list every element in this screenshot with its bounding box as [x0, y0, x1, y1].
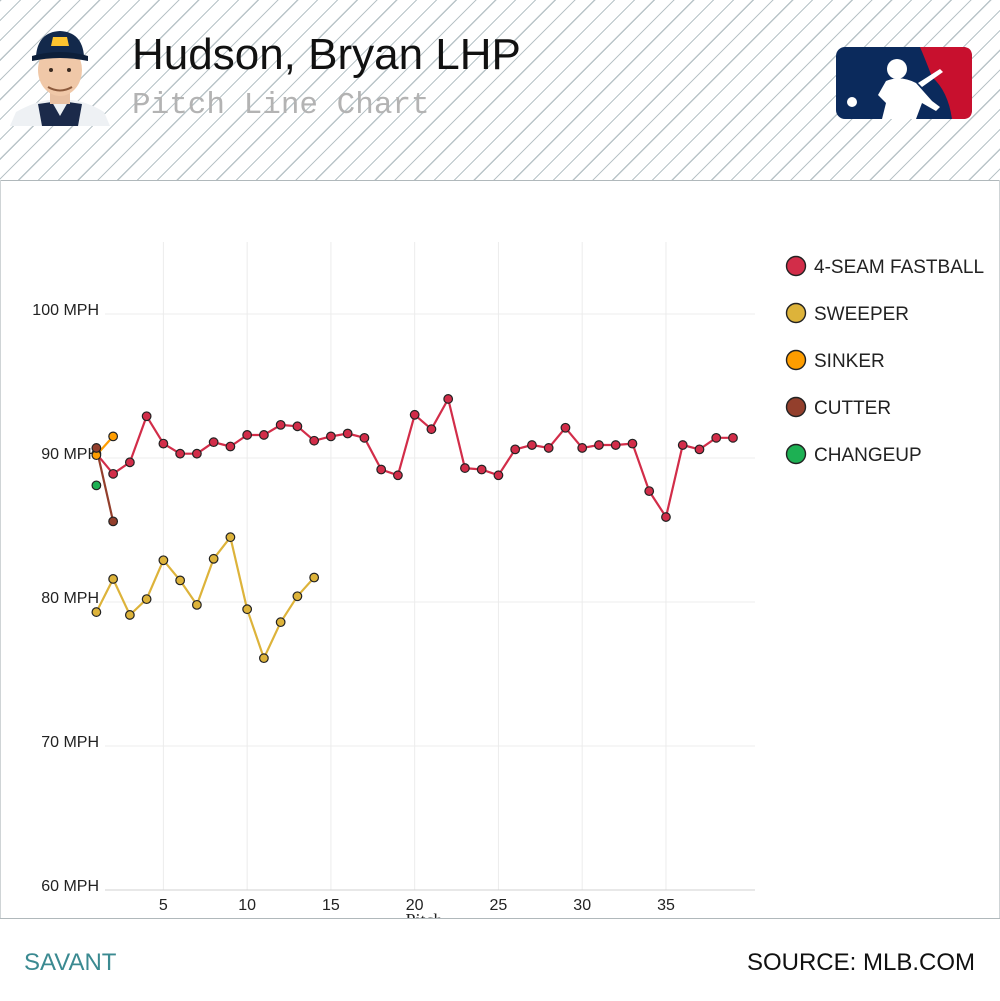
- data-point-4-seam-fastball: [594, 440, 604, 450]
- data-point-sweeper: [275, 617, 286, 628]
- x-tick-label: 5: [159, 897, 168, 914]
- data-point-4-seam-fastball: [493, 470, 504, 481]
- grid-lines: [105, 242, 755, 891]
- data-point-4-seam-fastball: [326, 431, 336, 442]
- data-point-4-seam-fastball: [124, 457, 135, 468]
- data-point-sweeper: [309, 572, 320, 583]
- legend-swatch: [785, 349, 807, 371]
- y-tick-label: 60 MPH: [41, 878, 99, 895]
- series-line-sweeper: [95, 536, 316, 660]
- data-point-sweeper: [158, 555, 169, 566]
- data-point-4-seam-fastball: [342, 428, 353, 439]
- y-tick-label: 70 MPH: [41, 734, 99, 751]
- data-point-sweeper: [259, 653, 269, 664]
- x-tick-label: 30: [573, 897, 591, 914]
- mlb-logo: [836, 47, 972, 119]
- data-point-4-seam-fastball: [359, 432, 370, 443]
- data-point-4-seam-fastball: [728, 432, 738, 443]
- data-point-4-seam-fastball: [409, 409, 420, 420]
- data-point-4-seam-fastball: [694, 444, 705, 455]
- player-headshot: [10, 31, 110, 126]
- data-point-4-seam-fastball: [208, 437, 219, 448]
- data-point-sweeper: [292, 591, 303, 602]
- data-point-sweeper: [91, 607, 102, 617]
- data-point-4-seam-fastball: [476, 464, 487, 475]
- data-point-cutter: [108, 516, 119, 527]
- header-banner: Hudson, Bryan LHP Pitch Line Chart: [0, 0, 1000, 181]
- y-tick-label: 100 MPH: [32, 302, 99, 319]
- legend-swatch: [785, 302, 807, 324]
- data-point-4-seam-fastball: [376, 464, 387, 475]
- legend-label: CHANGEUP: [814, 445, 922, 466]
- axes: 5 10 15 20 25 30 35 60 MPH 70 MPH 80 MPH 90 MPH 100…: [32, 302, 755, 918]
- series-layer: [91, 394, 738, 664]
- legend-swatch: [785, 396, 807, 418]
- legend-label: CUTTER: [814, 398, 891, 419]
- data-point-sweeper: [191, 599, 202, 610]
- data-point-4-seam-fastball: [443, 394, 454, 404]
- legend-swatch: [785, 255, 807, 277]
- data-point-sweeper: [141, 594, 152, 605]
- data-point-4-seam-fastball: [225, 441, 236, 452]
- data-point-4-seam-fastball: [292, 421, 303, 432]
- legend-label: SINKER: [814, 351, 885, 372]
- x-tick-label: 25: [490, 897, 508, 914]
- data-point-4-seam-fastball: [577, 443, 588, 453]
- data-point-4-seam-fastball: [677, 440, 688, 450]
- data-point-cutter: [91, 443, 102, 453]
- data-point-4-seam-fastball: [242, 430, 253, 440]
- data-point-4-seam-fastball: [560, 422, 571, 433]
- legend: 4-SEAM FASTBALL SWEEPER SINKER CUTTER CHANGE…: [785, 255, 984, 466]
- data-point-sweeper: [124, 610, 135, 620]
- data-point-4-seam-fastball: [191, 448, 202, 459]
- data-point-sweeper: [225, 532, 236, 543]
- data-point-4-seam-fastball: [610, 440, 621, 450]
- data-point-4-seam-fastball: [426, 424, 437, 435]
- data-point-4-seam-fastball: [275, 419, 286, 430]
- data-point-4-seam-fastball: [309, 435, 320, 446]
- data-point-4-seam-fastball: [543, 443, 554, 453]
- x-tick-label: 10: [238, 897, 256, 914]
- chart-subtitle: Pitch Line Chart: [132, 88, 430, 123]
- page-title: Hudson, Bryan LHP: [132, 30, 521, 79]
- data-point-4-seam-fastball: [175, 448, 186, 459]
- data-point-sweeper: [175, 575, 186, 586]
- data-point-4-seam-fastball: [108, 468, 119, 479]
- data-point-4-seam-fastball: [627, 438, 638, 449]
- data-point-4-seam-fastball: [460, 463, 470, 473]
- legend-label: 4-SEAM FASTBALL: [814, 257, 984, 278]
- legend-label: SWEEPER: [814, 304, 909, 325]
- data-point-4-seam-fastball: [510, 444, 521, 455]
- data-point-4-seam-fastball: [141, 411, 152, 422]
- data-point-sweeper: [242, 604, 253, 615]
- legend-swatch: [785, 443, 807, 465]
- x-tick-label: 20: [406, 897, 424, 914]
- data-point-4-seam-fastball: [259, 430, 269, 440]
- data-point-4-seam-fastball: [661, 512, 671, 522]
- pitch-line-chart: 5 10 15 20 25 30 35 60 MPH 70 MPH 80 MPH 90 MPH 100…: [32, 242, 984, 918]
- data-point-sweeper: [108, 574, 119, 584]
- series-line-cutter: [95, 447, 115, 522]
- x-axis-title: Pitch: [405, 910, 442, 918]
- chart-area: 5 10 15 20 25 30 35 60 MPH 70 MPH 80 MPH 90 MPH 100…: [0, 180, 1000, 918]
- data-point-4-seam-fastball: [158, 438, 169, 449]
- x-tick-label: 15: [322, 897, 340, 914]
- data-point-4-seam-fastball: [644, 486, 655, 497]
- data-point-sinker: [108, 431, 119, 442]
- footer: SAVANT SOURCE: MLB.COM: [0, 918, 1000, 1001]
- y-tick-label: 80 MPH: [41, 590, 99, 607]
- y-tick-label: 90 MPH: [41, 446, 99, 463]
- source-credit: SOURCE: MLB.COM: [746, 949, 975, 976]
- savant-link[interactable]: SAVANT: [24, 949, 117, 976]
- data-point-4-seam-fastball: [527, 440, 537, 450]
- data-point-changeup: [91, 480, 102, 491]
- data-point-sweeper: [208, 553, 219, 564]
- data-point-4-seam-fastball: [711, 432, 722, 443]
- data-point-4-seam-fastball: [393, 470, 403, 481]
- x-tick-label: 35: [657, 897, 675, 914]
